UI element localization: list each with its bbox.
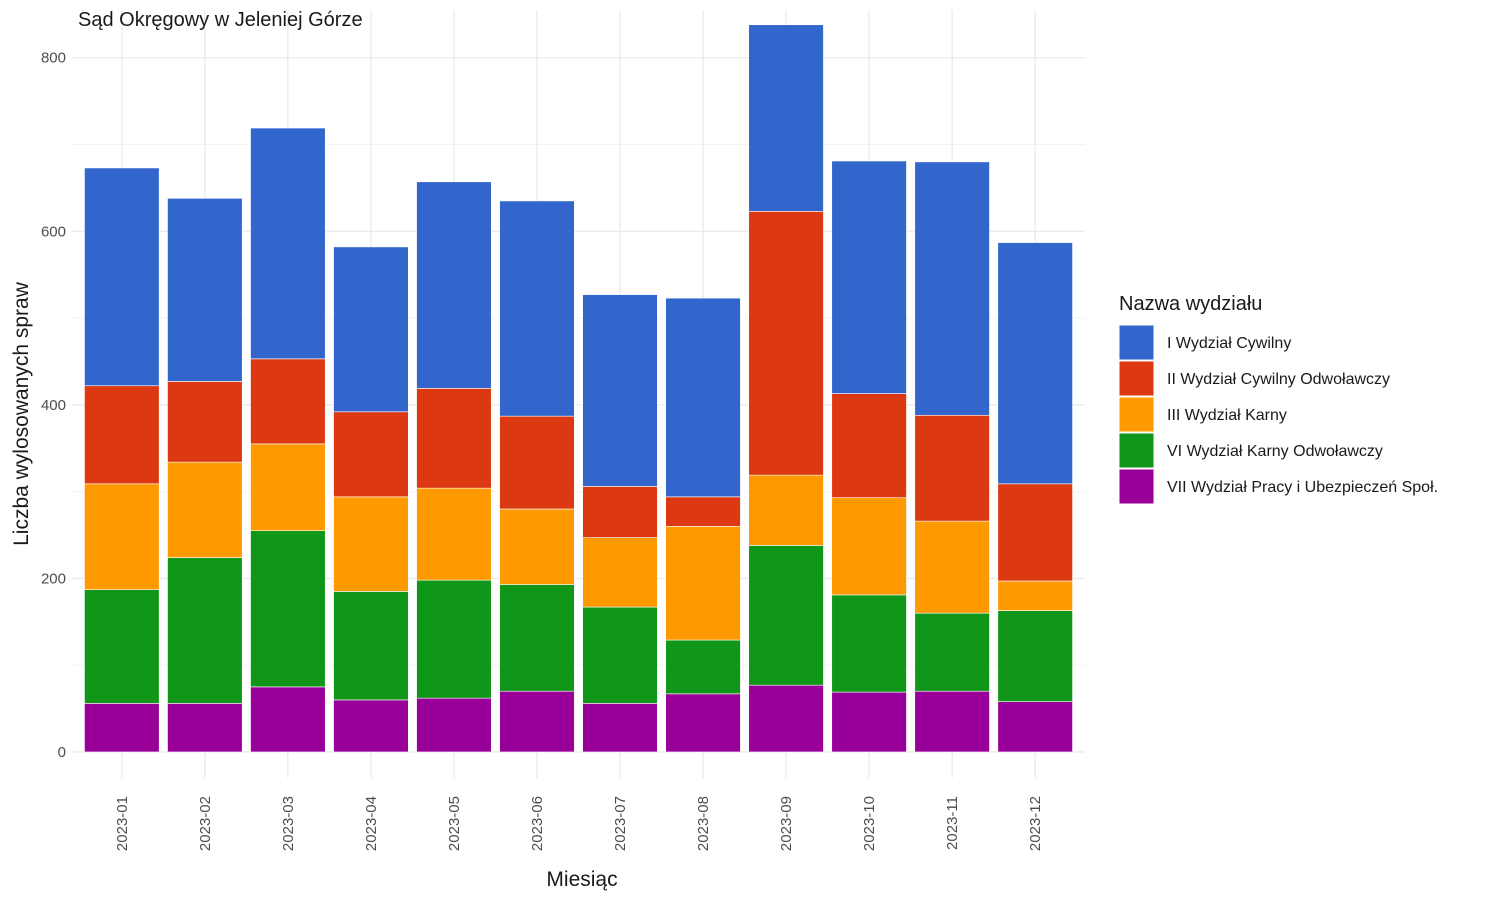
x-tick-label: 2023-12 bbox=[1027, 796, 1044, 851]
bar-segment bbox=[748, 684, 824, 753]
bar-segment bbox=[499, 508, 575, 585]
bar-segment bbox=[416, 181, 492, 389]
bar-segment bbox=[582, 537, 658, 608]
legend-label: VII Wydział Pracy i Ubezpieczeń Społ. bbox=[1167, 479, 1438, 496]
bar-segment bbox=[416, 697, 492, 753]
bar-segment bbox=[167, 557, 243, 704]
bar-segment bbox=[914, 690, 990, 753]
bar-segment bbox=[416, 487, 492, 581]
y-axis-title: Liczba wylosowanych spraw bbox=[10, 281, 33, 546]
bar-segment bbox=[333, 699, 409, 753]
legend: Nazwa wydziału I Wydział Cywilny II Wydzi… bbox=[1118, 293, 1438, 505]
bar-segment bbox=[748, 545, 824, 686]
bar-segment bbox=[167, 461, 243, 558]
bar-segment bbox=[499, 690, 575, 753]
bar-segment bbox=[665, 496, 741, 527]
x-tick-label: 2023-08 bbox=[695, 796, 712, 851]
y-tick-label: 200 bbox=[41, 570, 66, 587]
bar-segment bbox=[997, 610, 1073, 702]
bar-segment bbox=[167, 381, 243, 463]
bar-segment bbox=[997, 483, 1073, 582]
bar-segment bbox=[997, 701, 1073, 753]
bar-segment bbox=[499, 200, 575, 417]
bar-segment bbox=[582, 606, 658, 704]
x-axis-title: Miesiąc bbox=[546, 868, 617, 891]
legend-label: II Wydział Cywilny Odwoławczy bbox=[1167, 371, 1390, 388]
bar-segment bbox=[665, 297, 741, 498]
bar-segment bbox=[831, 691, 907, 753]
bar-segment bbox=[250, 686, 326, 753]
bar-segment bbox=[748, 474, 824, 546]
bar-segment bbox=[582, 703, 658, 753]
bar-segment bbox=[416, 388, 492, 489]
x-tick-label: 2023-10 bbox=[861, 796, 878, 851]
bar-segment bbox=[167, 703, 243, 753]
bar-segment bbox=[250, 358, 326, 445]
y-tick-label: 0 bbox=[58, 744, 66, 761]
bar-segment bbox=[914, 414, 990, 522]
bar-segment bbox=[499, 584, 575, 692]
bar-segment bbox=[84, 589, 160, 704]
bar-segment bbox=[499, 415, 575, 510]
x-tick-label: 2023-09 bbox=[778, 796, 795, 851]
bar-segment bbox=[416, 579, 492, 699]
bar-segment bbox=[84, 167, 160, 387]
bar-segment bbox=[831, 497, 907, 596]
x-tick-label: 2023-05 bbox=[446, 796, 463, 851]
bar-segment bbox=[831, 594, 907, 693]
bar-segment bbox=[167, 198, 243, 382]
chart-title: Sąd Okręgowy w Jeleniej Górze bbox=[78, 9, 363, 31]
bar-segment bbox=[582, 486, 658, 538]
legend-label: I Wydział Cywilny bbox=[1167, 335, 1291, 352]
bar-segment bbox=[333, 496, 409, 592]
bar-segment bbox=[997, 242, 1073, 485]
x-tick-label: 2023-04 bbox=[363, 796, 380, 851]
bar-segment bbox=[84, 385, 160, 485]
bar-segment bbox=[914, 161, 990, 416]
bar-segment bbox=[250, 443, 326, 531]
x-axis-ticks: 2023-01 2023-02 2023-03 2023-04 2023-05 2023-… bbox=[114, 796, 1044, 851]
legend-title: Nazwa wydziału bbox=[1119, 293, 1262, 315]
legend-label: VI Wydział Karny Odwoławczy bbox=[1167, 443, 1383, 460]
x-tick-label: 2023-02 bbox=[197, 796, 214, 851]
legend-label: III Wydział Karny bbox=[1167, 407, 1287, 424]
bar-segment bbox=[665, 639, 741, 695]
bar-segment bbox=[333, 246, 409, 413]
bar-segment bbox=[748, 211, 824, 476]
y-axis-ticks: 0 200 400 600 800 bbox=[41, 50, 66, 761]
x-tick-label: 2023-06 bbox=[529, 796, 546, 851]
bar-segment bbox=[748, 24, 824, 212]
y-tick-label: 400 bbox=[41, 397, 66, 414]
x-tick-label: 2023-07 bbox=[612, 796, 629, 851]
y-tick-label: 600 bbox=[41, 223, 66, 240]
bar-segment bbox=[333, 591, 409, 701]
bar-segment bbox=[84, 703, 160, 753]
legend-key bbox=[1118, 468, 1155, 505]
bar-segment bbox=[831, 160, 907, 394]
bar-segment bbox=[333, 411, 409, 498]
bar-segment bbox=[914, 520, 990, 614]
bar-segment bbox=[250, 530, 326, 688]
bar-segment bbox=[250, 127, 326, 360]
x-tick-label: 2023-11 bbox=[944, 796, 961, 850]
bar-segment bbox=[831, 393, 907, 499]
x-tick-label: 2023-03 bbox=[280, 796, 297, 851]
bar-segment bbox=[582, 294, 658, 487]
bar-segment bbox=[665, 526, 741, 641]
bar-segment bbox=[914, 612, 990, 692]
bar-segment bbox=[665, 693, 741, 753]
bars bbox=[84, 24, 1073, 753]
legend-key bbox=[1118, 324, 1155, 361]
x-tick-label: 2023-01 bbox=[114, 796, 131, 851]
y-tick-label: 800 bbox=[41, 50, 66, 67]
legend-key bbox=[1118, 360, 1155, 397]
bar-segment bbox=[997, 580, 1073, 611]
legend-key bbox=[1118, 432, 1155, 469]
bar-segment bbox=[84, 483, 160, 590]
legend-key bbox=[1118, 396, 1155, 433]
